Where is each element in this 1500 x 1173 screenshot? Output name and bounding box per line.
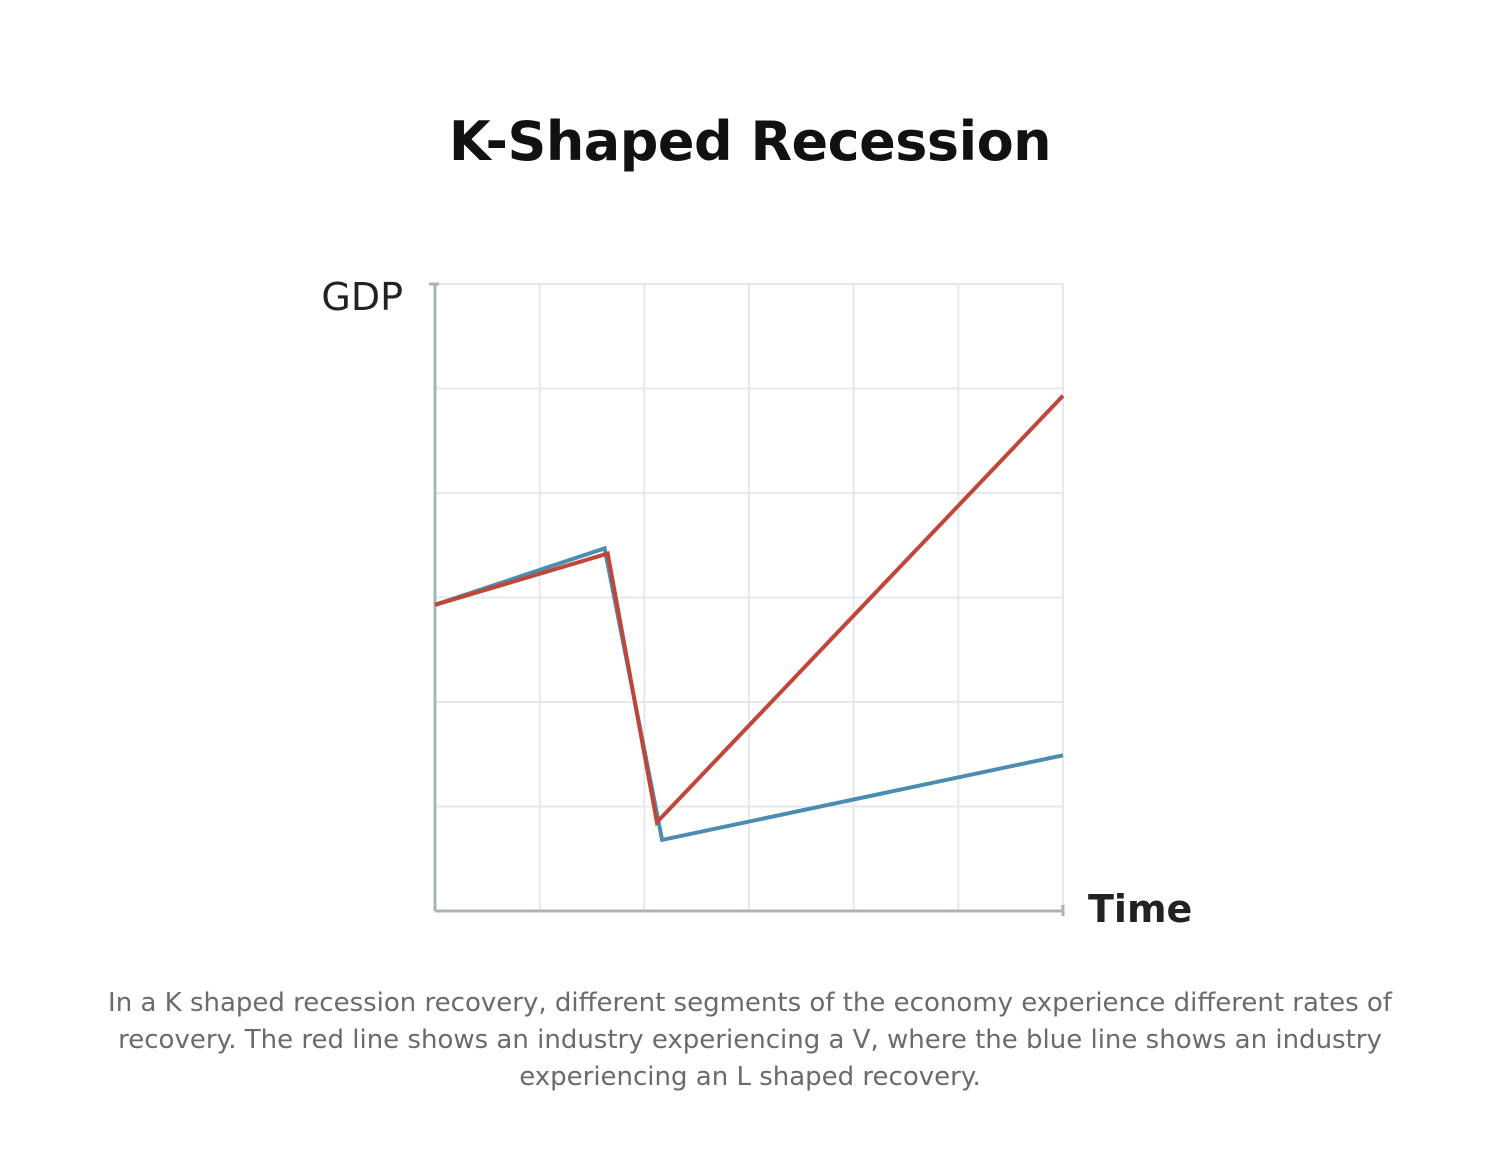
series-line-2 — [434, 394, 1065, 827]
axes — [429, 282, 1065, 916]
y-axis-label: GDP — [321, 275, 403, 319]
x-axis-label: Time — [1088, 887, 1192, 931]
series-lines — [434, 394, 1065, 843]
chart-title: K-Shaped Recession — [448, 110, 1052, 173]
chart-caption: In a K shaped recession recovery, differ… — [108, 988, 1392, 1092]
grid-lines — [435, 283, 1064, 911]
